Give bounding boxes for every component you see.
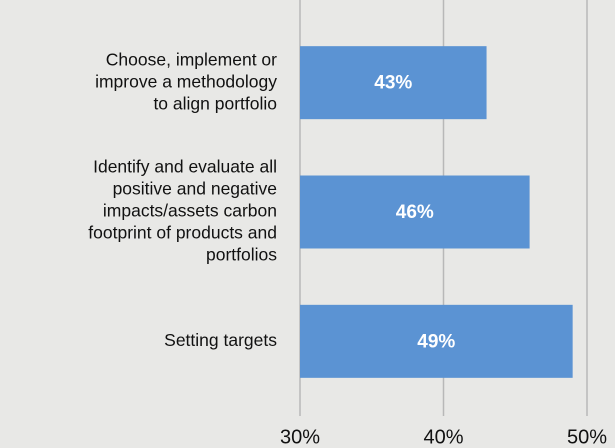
category-label: footprint of products and bbox=[88, 223, 277, 243]
x-tick-label: 50% bbox=[567, 426, 607, 448]
category-label: portfolios bbox=[206, 245, 277, 265]
bar bbox=[300, 304, 573, 378]
category-label: impacts/assets carbon bbox=[103, 201, 277, 221]
category-label: improve a methodology bbox=[95, 71, 277, 91]
value-label: 46% bbox=[396, 202, 434, 223]
bar bbox=[300, 175, 530, 249]
category-label: Setting targets bbox=[164, 330, 277, 350]
bar bbox=[300, 46, 487, 120]
category-label: positive and negative bbox=[113, 179, 277, 199]
x-tick-label: 40% bbox=[423, 426, 463, 448]
category-label: Identify and evaluate all bbox=[93, 157, 277, 177]
value-label: 43% bbox=[374, 73, 412, 94]
category-label: to align portfolio bbox=[153, 93, 277, 113]
value-label: 49% bbox=[417, 331, 455, 352]
x-tick-label: 30% bbox=[280, 426, 320, 448]
category-label: Choose, implement or bbox=[106, 49, 277, 69]
